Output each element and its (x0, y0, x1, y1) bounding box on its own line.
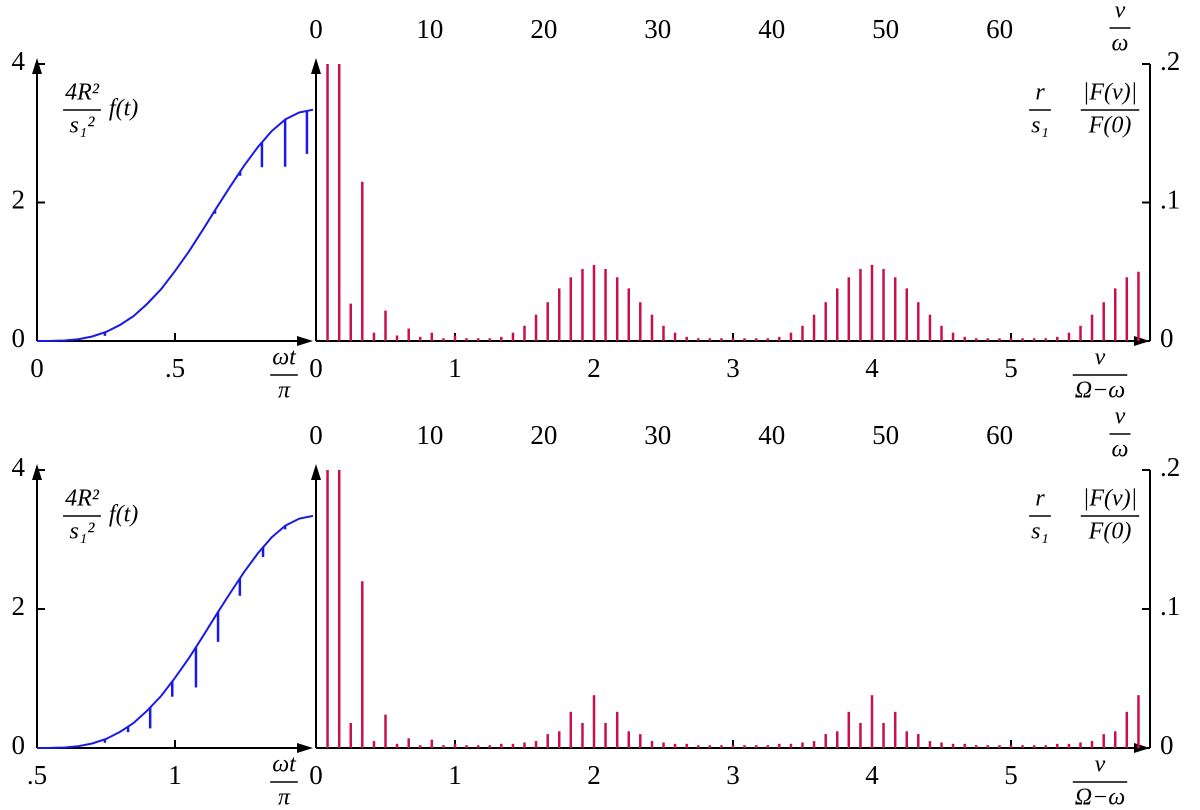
y-label-suffix: f(t) (109, 96, 138, 122)
x-tick-label: 2 (587, 353, 601, 383)
y-tick-label: .1 (1160, 591, 1180, 621)
fraction-numerator: |F(ν)| (1083, 486, 1138, 512)
axis-arrow (32, 464, 42, 480)
x2-tick-label: 10 (416, 14, 443, 44)
y-tick-label: 4 (12, 452, 26, 482)
x-tick-label: 3 (726, 760, 740, 790)
x2-tick-label: 60 (986, 420, 1013, 450)
y-label-suffix: f(t) (109, 502, 138, 528)
x-tick-label: 5 (1004, 760, 1018, 790)
fraction-denominator: s₁ (1031, 519, 1049, 545)
fraction-denominator: π (278, 378, 291, 404)
x-tick-label: 0 (309, 353, 323, 383)
x-tick-label: 3 (726, 353, 740, 383)
x-tick-label: 0 (30, 353, 44, 383)
x2-tick-label: 40 (758, 14, 785, 44)
y-tick-label: 2 (12, 185, 26, 215)
fraction-denominator: π (278, 785, 291, 810)
y-tick-label: .2 (1160, 46, 1180, 76)
fraction-denominator: F(0) (1088, 113, 1132, 139)
curve (36, 108, 314, 342)
axis-arrow (311, 58, 321, 74)
fraction-numerator: r (1035, 486, 1045, 512)
fraction-denominator: Ω−ω (1075, 785, 1126, 810)
x2-tick-label: 60 (986, 14, 1013, 44)
y-tick-label: 0 (1160, 323, 1174, 353)
y-tick-label: 4 (12, 46, 26, 76)
stems (326, 470, 1140, 748)
x-tick-label: 2 (587, 760, 601, 790)
x2-tick-label: 30 (644, 420, 671, 450)
x-tick-label: .5 (165, 353, 185, 383)
fraction-numerator: ν (1115, 404, 1126, 430)
fraction-numerator: ν (1095, 752, 1106, 778)
x2-tick-label: 50 (872, 420, 899, 450)
fraction-numerator: ωt (272, 752, 297, 778)
x2-tick-label: 40 (758, 420, 785, 450)
x-tick-label: 4 (865, 353, 879, 383)
x-tick-label: 5 (1004, 353, 1018, 383)
fraction-denominator: Ω−ω (1075, 378, 1126, 404)
fraction-denominator: F(0) (1088, 519, 1132, 545)
x2-tick-label: 50 (872, 14, 899, 44)
x2-tick-label: 20 (530, 420, 557, 450)
curve (36, 514, 314, 749)
axis-arrow (311, 464, 321, 480)
fraction-numerator: ν (1095, 345, 1106, 371)
fraction-numerator: |F(ν)| (1083, 80, 1138, 106)
fraction-numerator: r (1035, 80, 1045, 106)
stems (326, 64, 1140, 341)
x2-tick-label: 30 (644, 14, 671, 44)
y-tick-label: 0 (12, 730, 26, 760)
fraction-numerator: 4R² (65, 80, 100, 106)
x-tick-label: .5 (27, 760, 47, 790)
x-tick-label: 0 (309, 760, 323, 790)
fraction-denominator: s₁² (70, 113, 96, 139)
fraction-numerator: 4R² (65, 486, 100, 512)
x-tick-label: 1 (168, 760, 182, 790)
x2-tick-label: 0 (309, 14, 323, 44)
x-tick-label: 4 (865, 760, 879, 790)
x2-tick-label: 20 (530, 14, 557, 44)
fraction-denominator: ω (1112, 31, 1129, 57)
fraction-denominator: ω (1112, 437, 1129, 463)
y-tick-label: 0 (12, 323, 26, 353)
x2-tick-label: 10 (416, 420, 443, 450)
x-tick-label: 1 (448, 760, 462, 790)
x-tick-label: 1 (448, 353, 462, 383)
fraction-numerator: ν (1115, 0, 1126, 24)
y-tick-label: 0 (1160, 730, 1174, 760)
fraction-denominator: s₁ (1031, 113, 1049, 139)
axis-arrow (32, 58, 42, 74)
axis-arrow (297, 743, 313, 753)
axis-arrow (297, 336, 313, 346)
fraction-numerator: ωt (272, 345, 297, 371)
fraction-denominator: s₁² (70, 519, 96, 545)
x2-tick-label: 0 (309, 420, 323, 450)
y-tick-label: .1 (1160, 185, 1180, 215)
y-tick-label: .2 (1160, 452, 1180, 482)
y-tick-label: 2 (12, 591, 26, 621)
